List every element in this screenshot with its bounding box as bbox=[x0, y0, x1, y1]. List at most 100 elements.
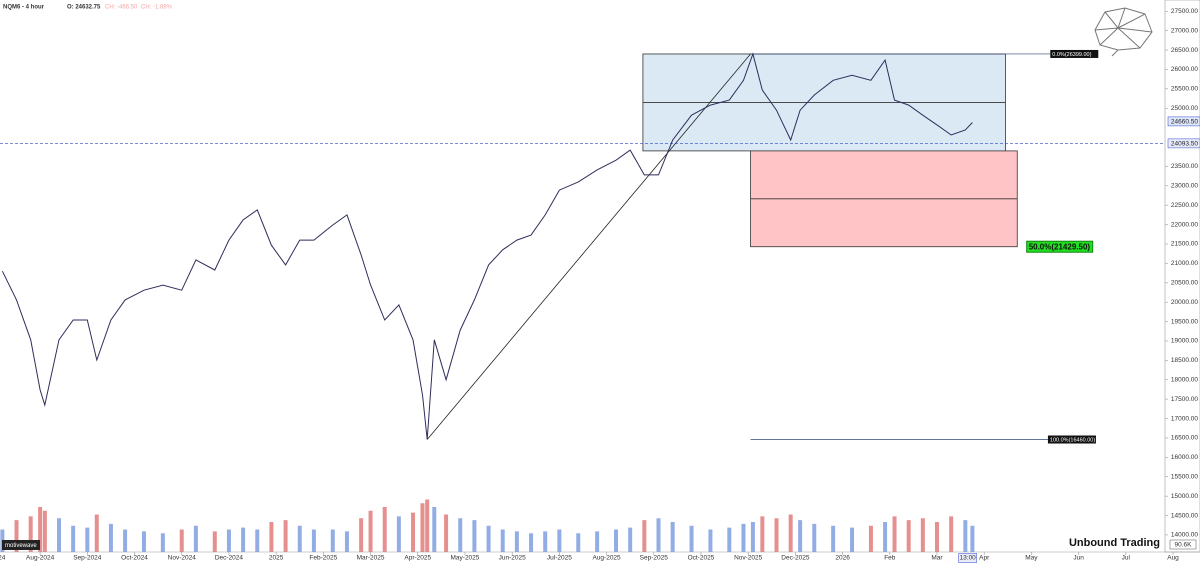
x-tick-label: Jun-2025 bbox=[499, 555, 526, 562]
volume-bar bbox=[892, 516, 897, 552]
x-tick-label: Sep-2025 bbox=[640, 555, 669, 562]
volume-bar bbox=[283, 520, 288, 552]
volume-bar bbox=[576, 533, 581, 552]
x-tick-label: Apr bbox=[979, 555, 990, 562]
volume-bar bbox=[689, 525, 694, 552]
volume-bar bbox=[500, 529, 505, 552]
y-tick-label: 25000.00 bbox=[1171, 105, 1198, 112]
y-tick-label: 18000.00 bbox=[1171, 376, 1198, 383]
x-tick-label: Oct-2024 bbox=[121, 555, 148, 562]
y-tick-label: 18500.00 bbox=[1171, 357, 1198, 364]
x-tick-label: Jun bbox=[1073, 555, 1084, 562]
volume-bar bbox=[432, 507, 437, 552]
volume-bar bbox=[226, 529, 231, 552]
y-tick-label: 16000.00 bbox=[1171, 454, 1198, 461]
volume-bar bbox=[543, 531, 548, 552]
y-tick-label: 21500.00 bbox=[1171, 241, 1198, 248]
y-tick-label: 27000.00 bbox=[1171, 27, 1198, 34]
volume-bar bbox=[241, 527, 246, 552]
x-tick-label: Sep-2024 bbox=[73, 555, 102, 562]
volume-bar bbox=[850, 527, 855, 552]
volume-bar bbox=[798, 520, 803, 552]
y-tick-label: 19500.00 bbox=[1171, 318, 1198, 325]
price-marker-box bbox=[1167, 138, 1200, 149]
y-tick-label: 27500.00 bbox=[1171, 8, 1198, 15]
y-tick-label: 20500.00 bbox=[1171, 280, 1198, 287]
volume-bar bbox=[514, 531, 519, 552]
x-tick-label: May-2025 bbox=[451, 555, 480, 562]
fib-label: 50.0%(21429.50) bbox=[1029, 242, 1091, 251]
volume-bar bbox=[935, 522, 940, 552]
x-tick-label: Mar bbox=[931, 555, 943, 562]
volume-bar bbox=[628, 527, 633, 552]
x-tick-label: Feb bbox=[884, 555, 896, 562]
volume-bar bbox=[123, 529, 128, 552]
volume-bar bbox=[656, 518, 661, 552]
y-tick-label: 23000.00 bbox=[1171, 183, 1198, 190]
volume-bar bbox=[396, 516, 401, 552]
price-line-series bbox=[1, 52, 973, 440]
volume-label-box bbox=[1169, 539, 1197, 550]
volume-bar bbox=[57, 518, 62, 552]
volume-bar bbox=[85, 527, 90, 552]
plot: 0.0%(26399.00) 50.0%(21429.50) 100.0%(1646… bbox=[0, 49, 1165, 552]
y-tick-label: 17000.00 bbox=[1171, 415, 1198, 422]
volume-bar bbox=[883, 522, 888, 552]
volume-bar bbox=[179, 529, 184, 552]
y-tick-label: 15500.00 bbox=[1171, 473, 1198, 480]
volume-bar bbox=[444, 514, 449, 552]
volume-bar bbox=[14, 520, 19, 552]
volume-bar bbox=[71, 525, 76, 552]
y-tick-label: 22000.00 bbox=[1171, 221, 1198, 228]
volume-bar bbox=[614, 529, 619, 552]
volume-bar bbox=[529, 533, 534, 552]
volume-bar bbox=[42, 510, 47, 552]
price-marker-label: 24093.50 bbox=[1171, 141, 1198, 148]
axes: 14000.00 14500.00 15000.00 15500.00 16000.00… bbox=[0, 8, 1200, 563]
x-tick-label: May bbox=[1025, 555, 1038, 562]
cursor-time-box bbox=[958, 553, 977, 563]
price-marker-label: 24660.50 bbox=[1171, 119, 1198, 126]
volume-bar bbox=[255, 529, 260, 552]
y-tick-label: 20000.00 bbox=[1171, 299, 1198, 306]
volume-bar bbox=[311, 529, 316, 552]
platform-badge bbox=[2, 540, 40, 550]
volume-label: 90.6K bbox=[1175, 542, 1193, 549]
volume-bar bbox=[425, 499, 430, 552]
x-tick-label: Nov-2024 bbox=[168, 555, 197, 562]
x-tick-label: Oct-2025 bbox=[688, 555, 715, 562]
y-tick-label: 14000.00 bbox=[1171, 532, 1198, 539]
x-tick-label: Nov-2025 bbox=[734, 555, 763, 562]
y-tick-label: 14500.00 bbox=[1171, 512, 1198, 519]
volume-bar bbox=[557, 529, 562, 552]
volume-bar bbox=[472, 520, 477, 552]
fib-label-box bbox=[1026, 240, 1094, 253]
volume-bar bbox=[868, 525, 873, 552]
x-tick-label: Dec-2025 bbox=[781, 555, 810, 562]
volume-bar bbox=[38, 507, 43, 552]
volume-bar bbox=[831, 525, 836, 552]
price-axis-panel bbox=[1164, 0, 1200, 553]
y-tick-label: 15000.00 bbox=[1171, 493, 1198, 500]
volume-bar bbox=[595, 531, 600, 552]
change: CH: -466.50 bbox=[105, 5, 138, 11]
platform: motivewave bbox=[5, 543, 37, 549]
y-tick-label: 22500.00 bbox=[1171, 202, 1198, 209]
volume-bar bbox=[420, 503, 425, 552]
volume-bar bbox=[382, 507, 387, 552]
symbol: NQM6 - 4 hour bbox=[3, 5, 45, 11]
volume-bar bbox=[788, 514, 793, 552]
x-tick-label: Jul-2024 bbox=[0, 555, 6, 562]
volume-bar bbox=[330, 529, 335, 552]
change-pct: CH: -1.88% bbox=[141, 5, 173, 11]
brand-logo bbox=[1094, 7, 1153, 57]
y-tick-label: 19000.00 bbox=[1171, 338, 1198, 345]
x-tick-label: Aug-2024 bbox=[26, 555, 55, 562]
y-tick-label: 16500.00 bbox=[1171, 435, 1198, 442]
x-tick-label: Jul bbox=[1122, 555, 1131, 562]
x-tick-label: Mar-2025 bbox=[357, 555, 385, 562]
volume-bar bbox=[760, 516, 765, 552]
